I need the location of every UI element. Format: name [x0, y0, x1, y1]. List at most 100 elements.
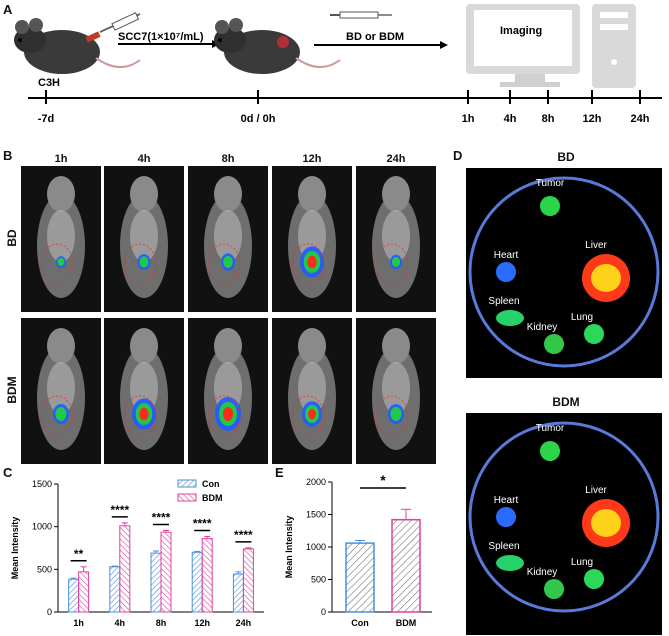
- signal-green: [55, 407, 67, 421]
- mouse-illustration-1: [14, 12, 141, 74]
- signal-green: [139, 256, 149, 268]
- petri-dish: Tumor Heart Liver Spleen Kidney Lung: [468, 176, 660, 368]
- row-label-BDM: BDM: [5, 376, 19, 404]
- bar-bdm-1h: [78, 571, 90, 613]
- y-tick-label: 1500: [306, 510, 326, 520]
- organ-tumor: [540, 196, 560, 216]
- tumor-outline: [40, 243, 74, 285]
- mouse-head: [298, 328, 326, 364]
- tumor-outline: [207, 395, 241, 437]
- y-tick-label: 500: [311, 575, 326, 585]
- bar-con-24h: [232, 573, 244, 613]
- organ-spleen: [496, 555, 524, 571]
- significance-marker: ****: [234, 528, 253, 542]
- signal-red: [223, 407, 233, 421]
- organ-image: Tumor Heart Liver Spleen Kidney Lung: [466, 413, 662, 635]
- chart-c-mean-intensity: 0 500 1000 1500 Mean Intensity ** 1h **** 4h ****…: [10, 479, 264, 628]
- organ-spleen: [496, 310, 524, 326]
- significance-marker: *: [380, 472, 386, 488]
- timeline-label: 1h: [462, 113, 475, 125]
- tumor-outline: [291, 395, 325, 437]
- mouse-head: [130, 176, 158, 212]
- y-tick-label: 0: [321, 607, 326, 617]
- y-tick-label: 1500: [32, 479, 52, 489]
- mouse-silhouette: [288, 328, 336, 450]
- tumor-outline: [291, 243, 325, 285]
- organ-kidney: [544, 579, 564, 599]
- tumor-outline: [375, 395, 409, 437]
- organ-label-tumor: Tumor: [536, 423, 565, 434]
- legend-label-bdm: BDM: [202, 493, 223, 503]
- timeline-label: 24h: [631, 113, 650, 125]
- computer-icon: [466, 4, 636, 88]
- organ-liver-core: [591, 509, 621, 537]
- strain-label: C3H: [38, 77, 60, 89]
- signal-green: [57, 258, 65, 266]
- tumor-outline: [375, 243, 409, 285]
- signal-green: [223, 256, 233, 268]
- x-tick-label: BDM: [396, 618, 417, 628]
- organ-heart: [496, 262, 516, 282]
- significance-marker: ****: [152, 511, 171, 525]
- tumor-outline: [123, 243, 157, 285]
- organ-label-liver: Liver: [585, 485, 607, 496]
- organ-label-liver: Liver: [585, 240, 607, 251]
- bar-bdm-4h: [119, 525, 131, 613]
- significance-marker: ****: [110, 503, 129, 517]
- row-label-BD: BD: [5, 229, 19, 247]
- x-tick-label: 4h: [115, 618, 126, 628]
- dish-rim: [468, 176, 660, 368]
- syringe-icon: [330, 11, 392, 19]
- organ-tumor: [540, 441, 560, 461]
- mouse-image: [188, 166, 268, 312]
- mouse-illustration-2: [214, 18, 341, 74]
- signal-green: [390, 407, 402, 421]
- organ-label-heart: Heart: [494, 250, 519, 261]
- column-label-1h: 1h: [54, 153, 68, 165]
- imaging-label: Imaging: [500, 25, 542, 37]
- mouse-highlight: [47, 210, 75, 262]
- organ-label-lung: Lung: [571, 312, 593, 323]
- y-tick-label: 0: [47, 607, 52, 617]
- x-tick-label: 24h: [236, 618, 252, 628]
- mouse-silhouette: [204, 176, 252, 298]
- y-tick-label: 2000: [306, 477, 326, 487]
- mouse-image: [272, 166, 352, 312]
- signal-red: [308, 408, 316, 420]
- bar-con-1h: [68, 578, 80, 613]
- panel-label-e: E: [275, 465, 284, 480]
- timeline-label: 12h: [583, 113, 602, 125]
- legend-swatch-con: [177, 479, 197, 488]
- panel-a-schematic: C3H SCC7(1×10⁷/mL) BD or BDM Imaging -7d…: [14, 4, 662, 125]
- x-tick-label: 8h: [156, 618, 167, 628]
- timeline-label: 0d / 0h: [241, 113, 276, 125]
- chart-e-mean-intensity: 0 500 1000 1500 2000 Mean Intensity Con BDM *: [284, 472, 432, 628]
- organ-kidney: [544, 334, 564, 354]
- organ-lung: [584, 569, 604, 589]
- timeline-label: 8h: [542, 113, 555, 125]
- organ-image: Tumor Heart Liver Spleen Kidney Lung: [466, 168, 662, 378]
- mouse-silhouette: [288, 176, 336, 298]
- treatment-label: BD or BDM: [346, 31, 404, 43]
- mouse-image: [356, 166, 436, 312]
- mouse-head: [47, 328, 75, 364]
- mouse-image: [21, 318, 101, 464]
- organ-label-spleen: Spleen: [488, 296, 519, 307]
- mouse-image: [21, 166, 101, 312]
- y-tick-label: 1000: [32, 522, 52, 532]
- mouse-silhouette: [37, 176, 85, 298]
- bar-con-12h: [191, 551, 203, 613]
- dish-rim: [468, 421, 660, 613]
- y-axis-label: Mean Intensity: [284, 516, 294, 579]
- petri-dish: Tumor Heart Liver Spleen Kidney Lung: [468, 421, 660, 613]
- x-tick-label: 1h: [73, 618, 84, 628]
- organ-heart: [496, 507, 516, 527]
- y-tick-label: 1000: [306, 542, 326, 552]
- mouse-silhouette: [120, 176, 168, 298]
- bar-con: [345, 542, 375, 613]
- mouse-silhouette: [37, 328, 85, 450]
- x-tick-label: Con: [351, 618, 369, 628]
- legend-swatch-bdm: [177, 493, 197, 502]
- bar-con-4h: [109, 566, 121, 613]
- bar-bdm: [391, 518, 421, 613]
